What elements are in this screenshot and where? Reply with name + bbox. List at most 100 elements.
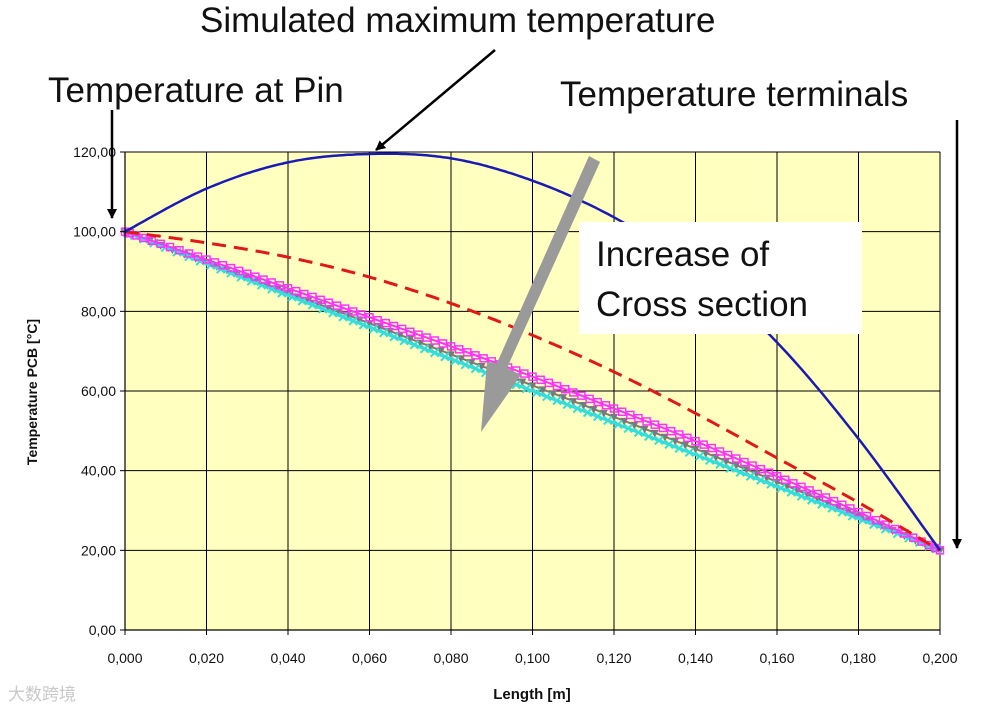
x-tick-label: 0,060	[352, 650, 387, 666]
series-magenta-marker	[732, 454, 741, 463]
series-cyan-marker	[226, 268, 236, 278]
series-magenta-marker	[552, 381, 562, 391]
series-magenta-marker	[658, 423, 668, 433]
series-cyan-marker	[827, 503, 837, 513]
series-cyan-marker	[542, 391, 552, 402]
series-magenta-marker	[674, 430, 684, 439]
series-magenta-marker	[340, 304, 350, 313]
series-magenta-marker	[544, 378, 554, 388]
series-magenta-marker	[821, 493, 831, 502]
series-magenta-marker	[837, 500, 847, 510]
series-magenta-marker	[601, 401, 611, 410]
series-cyan-marker	[633, 427, 644, 438]
series-magenta-marker	[308, 292, 317, 302]
series-magenta-marker	[184, 249, 194, 258]
x-tick-label: 0,020	[189, 650, 224, 666]
series-magenta-marker	[147, 236, 156, 246]
series-gray-marker	[528, 382, 537, 391]
series-magenta-marker	[805, 486, 814, 495]
series-magenta-marker	[881, 520, 890, 529]
series-cyan-marker	[440, 352, 450, 362]
series-magenta-marker	[935, 546, 945, 555]
series-magenta-marker	[829, 496, 839, 506]
y-tick-label: 20,00	[81, 542, 116, 558]
series-magenta-marker	[780, 475, 790, 485]
series-magenta-marker	[846, 504, 855, 513]
series-magenta-marker	[283, 283, 293, 293]
series-cyan-marker	[837, 507, 847, 517]
series-blue-max-line	[124, 152, 942, 552]
series-cyan-marker	[745, 471, 756, 481]
series-magenta-marker	[389, 321, 399, 331]
series-cyan-marker	[328, 308, 338, 318]
series-gray-marker	[518, 378, 527, 387]
series-magenta-marker	[560, 385, 570, 394]
series-magenta-marker	[193, 252, 203, 261]
series-magenta-marker	[397, 324, 407, 334]
series-magenta-marker	[454, 345, 464, 354]
series-gray-marker	[579, 402, 588, 411]
series-cyan-marker	[297, 296, 307, 306]
series-magenta-marker	[909, 533, 918, 542]
series-cyan-marker	[684, 447, 695, 458]
series-cyan-marker	[623, 423, 633, 434]
series-gray-marker	[681, 441, 690, 450]
series-cyan-marker	[348, 316, 358, 326]
series-magenta-marker	[267, 278, 276, 287]
y-tick-label: 100,00	[73, 224, 116, 240]
x-axis-label: Length [m]	[493, 686, 570, 703]
series-cyan-marker	[531, 387, 542, 398]
series-cyan-marker	[796, 491, 807, 501]
series-cyan-marker	[562, 399, 572, 410]
series-magenta-marker	[251, 272, 260, 281]
series-cyan-marker	[603, 415, 613, 426]
x-tick-label: 0,100	[515, 650, 550, 666]
series-cyan-marker	[715, 459, 725, 470]
x-tick-label: 0,160	[759, 650, 794, 666]
series-cyan-marker	[521, 383, 532, 394]
series-magenta-marker	[291, 286, 301, 296]
series-magenta-marker	[683, 433, 692, 443]
series-cyan-marker	[735, 467, 746, 477]
y-tick-label: 80,00	[81, 303, 116, 319]
series-cyan-marker	[399, 336, 409, 346]
x-tick-label: 0,040	[270, 650, 305, 666]
series-magenta-marker	[813, 489, 822, 499]
series-magenta-marker	[406, 327, 415, 337]
series-cyan-marker	[755, 475, 766, 485]
series-magenta-marker	[634, 413, 643, 423]
series-magenta-marker	[723, 450, 733, 460]
series-magenta-marker	[226, 263, 236, 273]
series-red-dashed-line	[124, 230, 941, 552]
series-magenta-marker	[772, 471, 782, 481]
series-cyan-marker	[654, 435, 664, 446]
series-cyan-marker	[857, 515, 868, 525]
series-magenta-marker	[438, 339, 448, 348]
y-tick-label: 40,00	[81, 463, 116, 479]
series-cyan-marker	[460, 360, 470, 370]
series-cyan-marker	[409, 340, 420, 350]
x-tick-label: 0,000	[107, 650, 142, 666]
series-gray-marker	[650, 429, 659, 438]
series-gray-marker	[365, 320, 374, 329]
series-magenta-marker	[243, 269, 252, 279]
series-magenta-marker	[609, 404, 619, 413]
series-magenta-marker	[218, 260, 228, 270]
cross-section-callout: Increase of Cross section	[579, 222, 862, 334]
watermark: 大数跨境	[8, 685, 76, 705]
series-gray-marker	[620, 417, 629, 426]
series-magenta-marker	[715, 447, 725, 456]
series-gray-marker	[660, 433, 669, 442]
series-gray-marker	[538, 386, 547, 395]
series-cyan-marker	[776, 483, 786, 493]
series-magenta-marker	[871, 515, 881, 525]
series-magenta-marker	[569, 388, 578, 397]
series-magenta-marker	[585, 394, 594, 404]
cross-section-arrow	[481, 156, 600, 432]
series-gray-marker	[610, 413, 618, 422]
series-magenta-marker	[536, 375, 545, 385]
series-cyan-marker	[694, 451, 705, 462]
series-magenta-marker	[139, 233, 148, 243]
series-gray-marker	[640, 425, 649, 434]
series-magenta-marker	[300, 289, 309, 299]
